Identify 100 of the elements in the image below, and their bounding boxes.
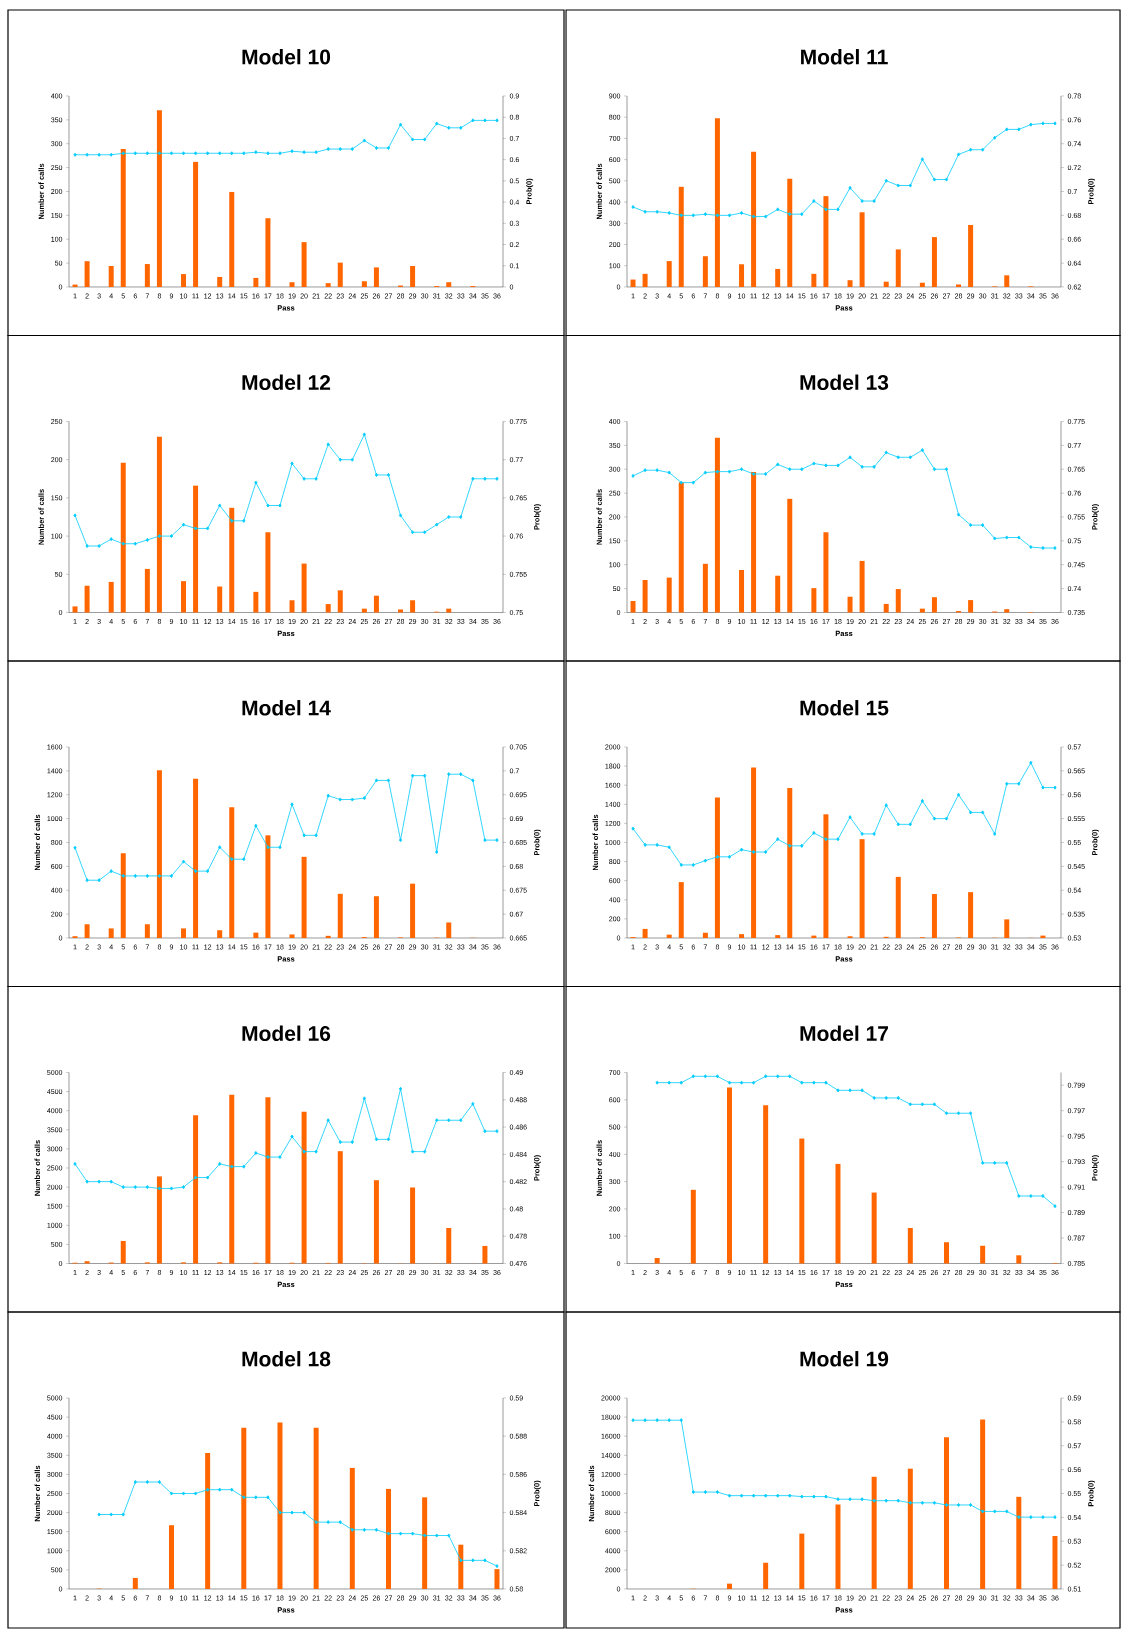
point <box>944 1502 949 1507</box>
point <box>1005 1160 1009 1165</box>
point <box>350 1140 354 1145</box>
point <box>398 838 403 843</box>
bar <box>678 482 684 613</box>
point <box>679 213 683 218</box>
point <box>133 1185 137 1190</box>
point <box>631 473 635 478</box>
point <box>872 1095 876 1100</box>
point <box>447 125 451 130</box>
point <box>109 1512 113 1517</box>
bar <box>144 924 150 938</box>
point <box>109 1179 113 1184</box>
point <box>1029 1515 1033 1520</box>
bar <box>156 110 162 287</box>
bar <box>956 284 962 287</box>
bar <box>337 590 343 613</box>
point <box>169 534 174 539</box>
bar <box>108 265 114 287</box>
bar <box>678 882 684 938</box>
point <box>824 1080 828 1085</box>
bar <box>871 1192 877 1264</box>
point <box>944 1111 949 1116</box>
bar <box>751 767 757 938</box>
point <box>896 1095 900 1100</box>
bar <box>181 928 187 938</box>
point <box>109 869 113 874</box>
point <box>703 1074 707 1079</box>
point <box>206 526 210 531</box>
point <box>471 778 475 783</box>
point <box>908 1500 912 1505</box>
point <box>667 470 671 475</box>
point <box>278 1155 282 1160</box>
point <box>1041 1515 1045 1520</box>
point <box>374 1137 379 1142</box>
bar <box>241 1427 247 1589</box>
point <box>751 214 756 219</box>
point <box>230 151 234 156</box>
point <box>739 1493 744 1498</box>
point <box>230 518 234 523</box>
point <box>374 145 379 150</box>
point <box>218 503 222 508</box>
bar <box>494 1569 500 1589</box>
point <box>1053 785 1057 790</box>
point <box>410 1531 415 1536</box>
point <box>667 1080 671 1085</box>
point <box>1041 785 1045 790</box>
bar <box>907 1468 913 1589</box>
point <box>1053 1515 1057 1520</box>
point <box>483 476 487 481</box>
chart-title: Model 19 <box>800 1351 889 1367</box>
point <box>423 137 427 142</box>
point <box>691 213 695 218</box>
bar <box>775 268 781 287</box>
bar <box>301 856 307 938</box>
point <box>655 1418 659 1423</box>
point <box>776 1493 780 1498</box>
point <box>1017 1194 1021 1199</box>
point <box>836 463 840 468</box>
point <box>278 151 282 156</box>
point <box>338 1520 342 1525</box>
point <box>679 862 683 867</box>
bar <box>775 935 781 938</box>
point <box>254 150 258 155</box>
point <box>145 151 149 156</box>
point <box>631 1418 635 1423</box>
point <box>788 467 792 472</box>
point <box>655 468 659 473</box>
point <box>956 512 961 517</box>
bar <box>144 568 150 613</box>
bar <box>835 1504 841 1589</box>
point <box>181 859 186 864</box>
point <box>788 1074 792 1079</box>
point <box>860 1088 864 1093</box>
bar <box>84 585 90 613</box>
point <box>655 842 659 847</box>
point <box>896 183 900 188</box>
point <box>374 472 379 477</box>
point <box>1029 122 1033 127</box>
bar <box>289 282 295 287</box>
point <box>788 212 792 217</box>
point <box>386 1137 391 1142</box>
point <box>266 503 270 508</box>
point <box>483 838 487 843</box>
bar <box>446 922 452 938</box>
point <box>715 213 720 218</box>
point <box>848 1497 852 1502</box>
bar <box>422 1497 428 1589</box>
point <box>800 212 804 217</box>
bar <box>787 788 793 938</box>
bar <box>943 1437 949 1589</box>
bar <box>373 595 379 613</box>
point <box>471 476 475 481</box>
point <box>920 798 924 803</box>
point <box>848 455 852 460</box>
point <box>495 118 499 123</box>
bar <box>654 1258 660 1264</box>
bar <box>847 596 853 613</box>
bar <box>726 1087 732 1264</box>
bar <box>751 151 757 287</box>
